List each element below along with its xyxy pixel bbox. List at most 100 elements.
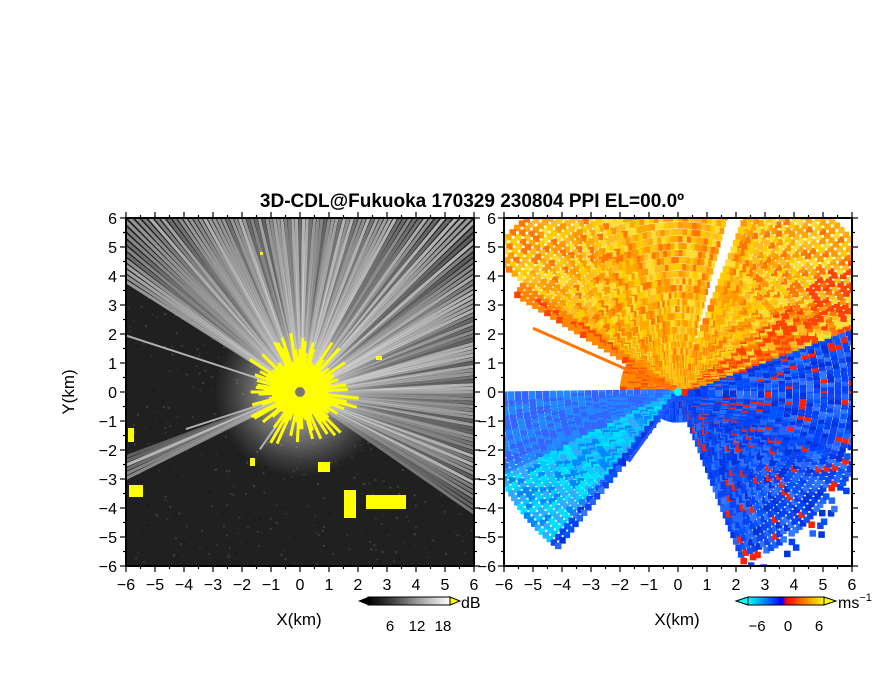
velocity-cell (658, 167, 665, 174)
velocity-cell (591, 244, 598, 251)
velocity-cell (535, 431, 542, 438)
velocity-cell (869, 367, 876, 374)
noise-pixel (201, 385, 204, 388)
velocity-cell (664, 159, 671, 166)
velocity-cell (526, 298, 533, 306)
velocity-cell (616, 255, 624, 262)
noise-pixel (386, 529, 389, 532)
velocity-cell (550, 464, 557, 472)
noise-pixel (197, 422, 200, 425)
velocity-cell (639, 261, 647, 269)
velocity-cell (804, 198, 811, 205)
noise-pixel (361, 449, 364, 452)
velocity-cell (811, 362, 818, 369)
velocity-cell (508, 405, 516, 412)
x-tick-label: −6 (117, 577, 135, 594)
velocity-cell (584, 232, 591, 239)
noise-pixel (146, 524, 149, 527)
noise-pixel (442, 495, 445, 498)
velocity-cell (867, 276, 874, 283)
velocity-cell (613, 167, 620, 174)
velocity-cell (811, 337, 818, 344)
velocity-cell (634, 226, 642, 234)
noise-pixel (365, 456, 368, 459)
noise-pixel (202, 381, 205, 384)
noise-pixel (378, 560, 381, 563)
noise-pixel (374, 518, 377, 521)
velocity-cell (817, 356, 824, 364)
velocity-cell (675, 271, 683, 278)
noise-pixel (181, 344, 184, 347)
noise-pixel (226, 477, 229, 480)
near-field-lobe (270, 378, 300, 412)
noise-pixel (294, 536, 297, 539)
velocity-cell (798, 325, 806, 332)
reflectivity-x-axis-label: X(km) (276, 610, 321, 629)
noise-pixel (401, 469, 404, 472)
noise-pixel (456, 534, 459, 537)
noise-pixel (162, 388, 165, 391)
velocity-cell (735, 256, 742, 263)
velocity-cell (842, 303, 849, 310)
velocity-cell (541, 464, 549, 472)
velocity-cell (697, 237, 704, 245)
velocity-cell (583, 249, 591, 256)
velocity-cell (730, 180, 737, 187)
velocity-cell (710, 298, 717, 306)
velocity-cell (827, 321, 835, 328)
velocity-cell (666, 218, 674, 222)
velocity-cell (546, 457, 553, 465)
velocity-cell (513, 453, 520, 460)
velocity-cell (504, 446, 510, 453)
velocity-cell (623, 222, 631, 230)
velocity-cell (835, 342, 843, 350)
velocity-cell (638, 269, 645, 277)
velocity-cell (823, 350, 830, 358)
velocity-cell (801, 332, 809, 339)
velocity-cell (680, 243, 687, 250)
noise-pixel (269, 517, 272, 520)
noise-pixel (215, 543, 218, 546)
noise-pixel (247, 530, 250, 533)
velocity-cell (852, 278, 859, 285)
velocity-cell (668, 264, 676, 271)
velocity-cell (796, 322, 804, 329)
velocity-cell (870, 315, 877, 322)
noise-pixel (429, 228, 432, 231)
noise-pixel (226, 534, 229, 537)
velocity-cell (711, 233, 719, 240)
velocity-cell (804, 322, 812, 329)
velocity-cell (612, 234, 619, 241)
velocity-cell (552, 309, 559, 317)
velocity-cell (584, 265, 591, 273)
velocity-cell (773, 189, 780, 196)
y-tick-label: 0 (108, 385, 117, 402)
velocity-cell (617, 247, 625, 254)
velocity-cell (627, 236, 635, 243)
velocity-cell (760, 218, 767, 221)
velocity-cell (550, 404, 558, 412)
velocity-cell (767, 233, 775, 241)
velocity-cell (832, 334, 840, 341)
noise-pixel (325, 546, 328, 549)
velocity-cell (592, 235, 599, 243)
velocity-cell (858, 275, 865, 282)
velocity-cell (819, 268, 826, 275)
velocity-cell (810, 220, 817, 228)
velocity-cell (796, 357, 803, 365)
velocity-cell (793, 191, 800, 198)
y-tick-label-velocity: −3 (478, 472, 496, 489)
velocity-cell (542, 245, 550, 253)
velocity-cell (671, 229, 679, 236)
noise-pixel (141, 518, 144, 521)
velocity-cell (728, 187, 735, 194)
velocity-cell (762, 222, 769, 229)
velocity-cell (666, 222, 674, 229)
velocity-cell (719, 220, 726, 228)
velocity-cell (698, 195, 705, 202)
noise-pixel (368, 482, 371, 485)
velocity-cell (764, 264, 771, 272)
velocity-cell (714, 219, 722, 227)
velocity-cell (623, 179, 630, 186)
velocity-cell (625, 266, 633, 274)
